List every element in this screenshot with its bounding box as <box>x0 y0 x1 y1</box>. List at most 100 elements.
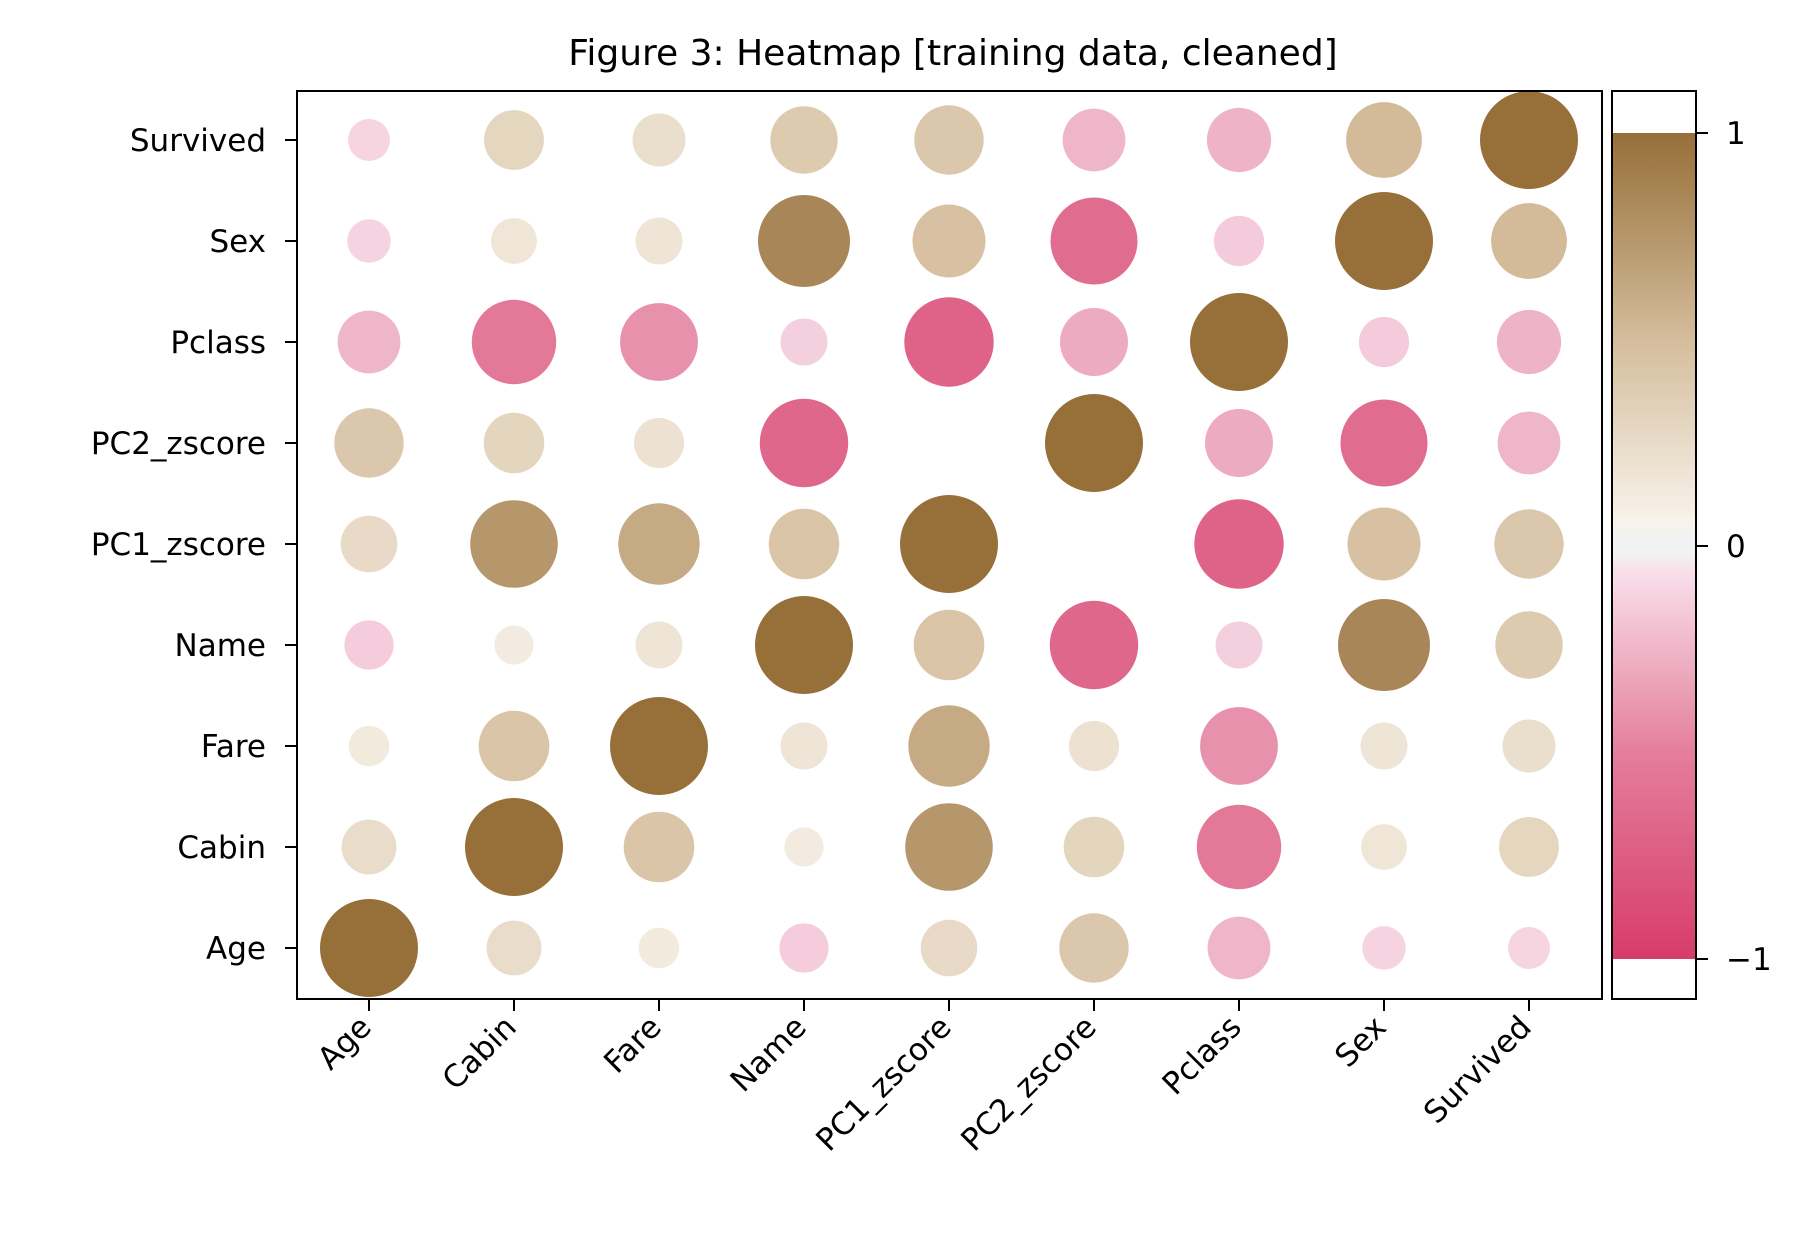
colorbar-tick-label: −1 <box>1726 942 1772 978</box>
heatmap-cell-Pclass-Survived <box>1496 309 1562 375</box>
heatmap-cell-Fare-Fare <box>610 697 708 795</box>
heatmap-cell-Sex-Cabin <box>491 218 537 264</box>
heatmap-cell-PC2_zscore-Pclass <box>1205 409 1273 477</box>
heatmap-cell-PC1_zscore-Age <box>340 515 398 573</box>
heatmap-cell-Name-PC1_zscore <box>913 609 985 681</box>
heatmap-cell-Sex-Survived <box>1491 203 1567 279</box>
heatmap-cell-Name-PC2_zscore <box>1049 600 1139 690</box>
heatmap-cell-Cabin-Name <box>784 827 824 867</box>
heatmap-cell-PC2_zscore-Fare <box>633 417 685 469</box>
heatmap-cell-PC2_zscore-Age <box>334 408 404 478</box>
heatmap-cell-Name-Age <box>344 620 394 670</box>
heatmap-cell-Survived-Survived <box>1480 91 1578 189</box>
x-tick-label-PC1_zscore: PC1_zscore <box>809 1009 958 1158</box>
heatmap-cell-Age-PC2_zscore <box>1059 913 1129 983</box>
y-tick-label-PC2_zscore: PC2_zscore <box>91 426 266 462</box>
heatmap-cell-Fare-Survived <box>1502 719 1556 773</box>
x-tick-label-Cabin: Cabin <box>436 1009 524 1097</box>
heatmap-cell-Cabin-PC2_zscore <box>1063 816 1125 878</box>
colorbar-axis: 1 0 −1 <box>1696 116 1772 978</box>
heatmap-cell-Age-Survived <box>1508 927 1550 969</box>
heatmap-cell-Cabin-Cabin <box>465 798 563 896</box>
heatmap-cell-Sex-PC1_zscore <box>912 204 986 278</box>
heatmap-cell-Cabin-Sex <box>1361 824 1407 870</box>
heatmap-cell-Survived-Name <box>770 106 838 174</box>
heatmap-cell-Fare-PC1_zscore <box>908 705 990 787</box>
y-tick-label-Fare: Fare <box>201 729 266 765</box>
heatmap-cell-Pclass-Cabin <box>471 299 557 385</box>
heatmap-cell-PC2_zscore-Sex <box>1340 399 1428 487</box>
heatmap-cell-Age-Name <box>779 923 829 973</box>
heatmap-cell-Sex-Fare <box>635 217 683 265</box>
y-tick-label-Age: Age <box>206 931 266 967</box>
heatmap-cell-Survived-Pclass <box>1206 107 1272 173</box>
colorbar-gradient <box>1612 133 1696 959</box>
y-tick-label-Name: Name <box>175 628 266 664</box>
heatmap-cell-Survived-PC2_zscore <box>1062 108 1126 172</box>
heatmap-cell-Age-Pclass <box>1207 916 1271 980</box>
heatmap-cell-PC1_zscore-Survived <box>1494 509 1564 579</box>
chart-title: Figure 3: Heatmap [training data, cleane… <box>568 33 1337 74</box>
heatmap-cell-Pclass-Sex <box>1358 316 1410 368</box>
heatmap-cell-PC2_zscore-Cabin <box>483 412 545 474</box>
heatmap-cell-PC1_zscore-Sex <box>1347 507 1421 581</box>
heatmap-cell-Age-Sex <box>1362 926 1406 970</box>
colorbar-tick-label: 0 <box>1726 529 1746 565</box>
heatmap-cell-PC2_zscore-Survived <box>1497 411 1561 475</box>
heatmap-cell-Sex-PC2_zscore <box>1050 197 1138 285</box>
heatmap-cell-Sex-Sex <box>1335 192 1433 290</box>
x-tick-label-Survived: Survived <box>1417 1009 1539 1131</box>
heatmap-cell-Age-Cabin <box>486 920 542 976</box>
heatmap-cell-Sex-Name <box>758 195 850 287</box>
x-tick-label-Pclass: Pclass <box>1156 1009 1249 1102</box>
x-tick-label-Sex: Sex <box>1328 1009 1393 1074</box>
heatmap-cell-PC1_zscore-PC1_zscore <box>900 495 998 593</box>
heatmap-cell-PC1_zscore-Cabin <box>470 500 558 588</box>
heatmap-cell-Fare-Age <box>348 725 390 767</box>
heatmap-cell-Cabin-Age <box>341 819 397 875</box>
x-tick-label-Name: Name <box>724 1009 814 1099</box>
heatmap-cell-Fare-Cabin <box>478 710 550 782</box>
heatmap-cell-Name-Survived <box>1495 611 1563 679</box>
y-tick-label-Pclass: Pclass <box>170 325 266 361</box>
heatmap-cell-Cabin-PC1_zscore <box>905 803 993 891</box>
heatmap-cell-PC2_zscore-PC2_zscore <box>1045 394 1143 492</box>
colorbar-tick-label: 1 <box>1726 116 1746 152</box>
heatmap-cell-Fare-Pclass <box>1200 707 1278 785</box>
heatmap-cell-Survived-Fare <box>632 113 686 167</box>
heatmap-cell-Name-Sex <box>1338 599 1430 691</box>
heatmap-cell-Sex-Age <box>347 219 391 263</box>
heatmap-cell-Survived-Cabin <box>484 110 544 170</box>
heatmap-cell-PC1_zscore-Fare <box>618 503 700 585</box>
heatmap-cell-Name-Fare <box>635 621 683 669</box>
marks-layer <box>320 91 1578 997</box>
y-tick-label-Sex: Sex <box>209 224 266 260</box>
heatmap-cell-Sex-Pclass <box>1213 215 1265 267</box>
heatmap-cell-Fare-PC2_zscore <box>1068 720 1120 772</box>
heatmap-cell-Name-Name <box>755 596 853 694</box>
y-tick-label-Survived: Survived <box>130 123 266 159</box>
heatmap-cell-Pclass-Age <box>337 310 401 374</box>
heatmap-cell-Age-Age <box>320 899 418 997</box>
heatmap-cell-PC2_zscore-Name <box>759 398 849 488</box>
heatmap-cell-Fare-Name <box>780 722 828 770</box>
heatmap-cell-Age-Fare <box>638 927 680 969</box>
y-tick-label-Cabin: Cabin <box>177 830 266 866</box>
heatmap-cell-Pclass-PC2_zscore <box>1060 308 1128 376</box>
heatmap-cell-PC1_zscore-Pclass <box>1194 499 1284 589</box>
heatmap-cell-Cabin-Pclass <box>1196 804 1282 890</box>
heatmap-cell-Survived-Sex <box>1346 102 1422 178</box>
heatmap-cell-Pclass-Pclass <box>1190 293 1288 391</box>
heatmap-cell-Age-PC1_zscore <box>920 919 978 977</box>
heatmap-cell-Cabin-Fare <box>623 811 695 883</box>
heatmap-cell-Cabin-Survived <box>1499 817 1559 877</box>
y-tick-label-PC1_zscore: PC1_zscore <box>91 527 266 563</box>
heatmap-cell-Survived-PC1_zscore <box>914 105 984 175</box>
heatmap-cell-Pclass-PC1_zscore <box>904 297 994 387</box>
heatmap-cell-Survived-Age <box>348 119 390 161</box>
heatmap-cell-Pclass-Name <box>780 318 828 366</box>
heatmap-cell-Name-Pclass <box>1215 621 1263 669</box>
x-tick-label-Fare: Fare <box>597 1009 669 1081</box>
